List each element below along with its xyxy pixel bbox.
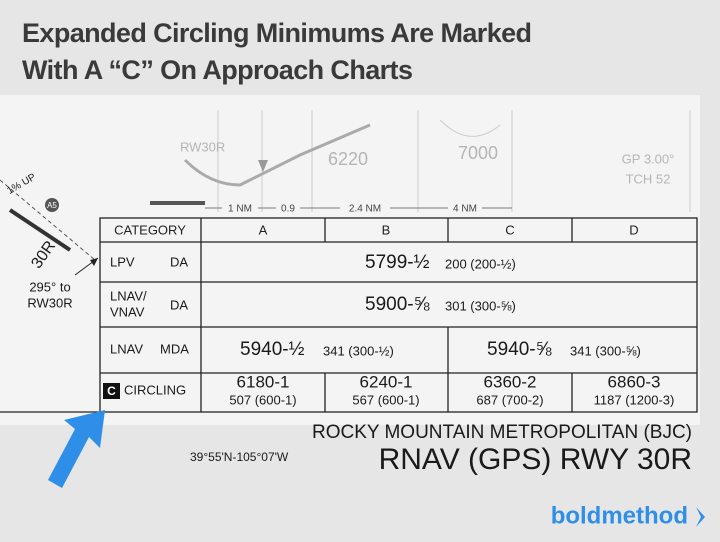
distance: 0.9	[281, 204, 295, 215]
airport-name: ROCKY MOUNTAIN METROPOLITAN (BJC)	[312, 422, 692, 443]
logo-chevron	[696, 507, 705, 527]
row-label: LNAV	[110, 341, 143, 356]
course: RW30R	[27, 295, 72, 310]
runway-label: RW30R	[180, 139, 225, 154]
circling-badge: C	[107, 384, 116, 398]
cell-detail: 301 (300-⅝)	[445, 298, 516, 313]
cell-value: 6240-1	[360, 372, 413, 391]
tch: TCH 52	[626, 171, 671, 186]
row-label: LNAV/	[110, 288, 147, 303]
title: With A “C” On Approach Charts	[22, 55, 412, 85]
altitude: 6220	[328, 149, 368, 169]
cell-value: 6180-1	[237, 372, 290, 391]
cell-value: 5799-½	[365, 252, 430, 273]
header-cell: C	[505, 222, 514, 237]
row-label: VNAV	[110, 304, 145, 319]
header-cell: CATEGORY	[114, 222, 186, 237]
cell-value: 5900-⅝	[365, 294, 430, 315]
glidepath: GP 3.00°	[622, 151, 675, 166]
cell-detail: 507 (600-1)	[229, 392, 296, 407]
cell-detail: 687 (700-2)	[476, 392, 543, 407]
distance: 4 NM	[453, 204, 477, 215]
cell-detail: 1187 (1200-3)	[594, 392, 675, 407]
cell-value: 6860-3	[608, 372, 661, 391]
logo: boldmethod	[551, 502, 688, 529]
coordinates: 39°55'N-105°07'W	[190, 450, 289, 464]
minimum-type: DA	[170, 297, 188, 312]
pointer-arrow	[48, 410, 105, 488]
row-label: CIRCLING	[124, 382, 186, 397]
chart-paper	[0, 95, 700, 425]
minimum-type: MDA	[160, 341, 189, 356]
cell-detail: 341 (300-⅝)	[570, 343, 641, 358]
fix-label: A5	[47, 201, 57, 210]
procedure-name: RNAV (GPS) RWY 30R	[379, 443, 692, 476]
header-cell: B	[382, 222, 391, 237]
cell-value: 6360-2	[484, 372, 537, 391]
minimum-type: DA	[170, 254, 188, 269]
cell-detail: 200 (200-½)	[445, 256, 516, 271]
cell-value: 5940-⅝	[487, 339, 552, 360]
header-cell: A	[259, 222, 268, 237]
header-cell: D	[629, 222, 638, 237]
distance: 1 NM	[228, 204, 252, 215]
cell-detail: 341 (300-½)	[323, 343, 394, 358]
course: 295° to	[29, 279, 70, 294]
minimums-table: CATEGORY A B C D LPV DA 5799-½ 200 (200-…	[99, 217, 698, 413]
distance: 2.4 NM	[349, 204, 381, 215]
cell-detail: 567 (600-1)	[352, 392, 419, 407]
row-label: LPV	[110, 254, 135, 269]
title: Expanded Circling Minimums Are Marked	[22, 18, 531, 48]
cell-value: 5940-½	[240, 339, 305, 360]
altitude: 7000	[458, 143, 498, 163]
profile-view: RW30R 6220 7000 GP 3.00° TCH 52 1 NM 0.9…	[150, 110, 691, 215]
